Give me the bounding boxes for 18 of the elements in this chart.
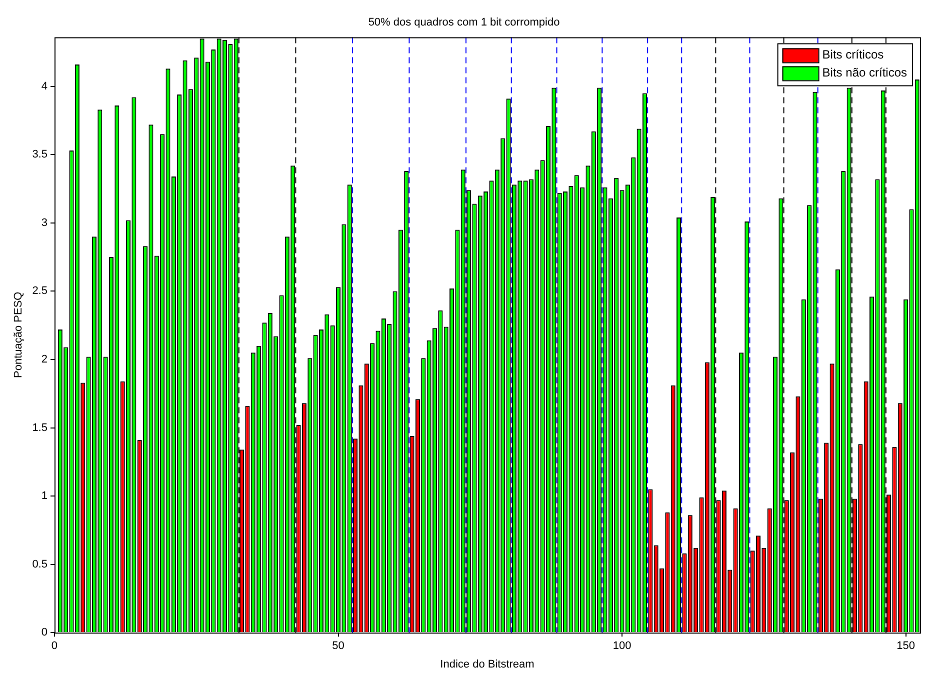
y-tick-label: 3 [41,216,48,229]
y-tick-label: 2.5 [32,285,48,298]
y-tick-label: 0 [41,626,48,639]
y-tick-label: 2 [41,354,48,366]
y-tick-label: 3.5 [32,148,48,161]
x-tick-label: 100 [612,640,632,652]
legend-label: Bits críticos [822,48,884,62]
x-tick-label: 0 [51,640,58,652]
chart-title: 50% dos quadros com 1 bit corrompido [368,16,560,29]
y-axis-title: Pontuação PESQ [12,291,25,378]
y-tick-label: 1 [41,490,48,502]
y-tick-label: 0.5 [32,558,48,570]
legend-label: Bits não críticos [822,66,908,80]
y-tick-label: 4 [41,80,48,92]
y-tick-label: 1.5 [32,422,48,434]
x-tick-label: 150 [896,640,915,652]
x-axis-title: Indice do Bitstream [440,658,534,670]
x-tick-label: 50 [332,640,344,652]
